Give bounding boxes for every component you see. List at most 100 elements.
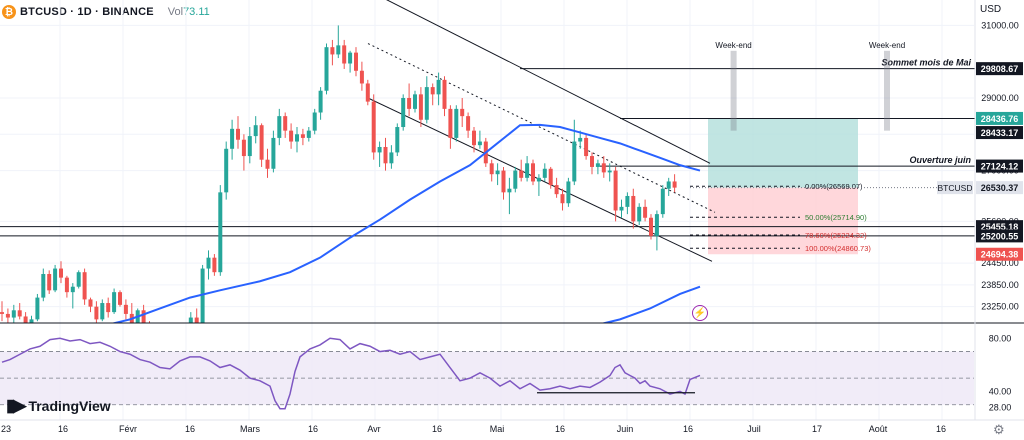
price-tag-june-open-bg — [976, 159, 1023, 173]
candle-body — [489, 163, 494, 175]
volume-indicator[interactable]: Vol73.11 — [168, 6, 210, 18]
candle-body — [64, 277, 69, 293]
candle-body — [153, 332, 157, 337]
candle-body — [188, 317, 193, 323]
candle-body — [306, 130, 311, 138]
candle-body — [472, 130, 476, 146]
candle-body — [430, 87, 435, 95]
candle-body — [660, 188, 665, 215]
candle-body — [123, 304, 128, 314]
price-tag-may-high: 29808.67 — [981, 64, 1019, 74]
rsi-tick-label: 40.00 — [989, 386, 1012, 396]
candle-body — [100, 303, 105, 320]
candle-body — [300, 134, 305, 138]
candle-body — [41, 274, 46, 298]
time-tick-label: Août — [869, 424, 888, 434]
candle-body — [53, 268, 58, 291]
rsi-line — [1, 337, 701, 410]
channel-mid-line — [367, 43, 716, 213]
price-tag-target: 28436.76 — [981, 114, 1019, 124]
price-tag-support-2: 25200.55 — [981, 231, 1019, 241]
price-tag-support-1: 25455.18 — [981, 222, 1019, 232]
candle-body — [318, 90, 323, 113]
channel-upper-line — [386, 0, 711, 164]
time-tick-label: 16 — [308, 424, 318, 434]
time-tick-label: Févr — [119, 424, 137, 434]
candle-body — [330, 47, 335, 55]
candle-body — [442, 79, 447, 109]
candle-body — [76, 272, 81, 287]
time-tick-label: 16 — [936, 424, 946, 434]
candle-body — [253, 125, 258, 137]
week-end-shade — [884, 50, 890, 131]
candle-body — [554, 185, 559, 195]
candle-body — [460, 108, 465, 117]
time-tick-label: 16 — [185, 424, 195, 434]
candle-body — [247, 136, 252, 157]
price-tag-june-open: 27124.12 — [981, 162, 1019, 172]
price-tick-label: 31000.00 — [981, 20, 1019, 30]
candle-body — [94, 306, 99, 320]
candle-body — [454, 108, 459, 138]
lightning-icon[interactable]: ⚡ — [692, 305, 708, 321]
candle-body — [536, 177, 541, 182]
candle-body — [365, 83, 370, 102]
candle-body — [212, 257, 217, 273]
time-tick-label: Juil — [747, 424, 761, 434]
candle-body — [625, 195, 630, 207]
candle-body — [218, 192, 223, 273]
candle-body — [377, 146, 382, 153]
currency-label[interactable]: USD — [980, 4, 1002, 15]
fib-level-label: 100.00%(24860.73) — [805, 244, 871, 253]
symbol-badge: BTCUSD — [938, 183, 973, 193]
candle-body — [548, 168, 553, 186]
settings-gear-icon[interactable]: ⚙ — [993, 422, 1005, 437]
time-tick-label: Avr — [367, 424, 380, 434]
candle-body — [654, 214, 659, 236]
symbol-badge-bg — [937, 181, 973, 195]
time-tick-label: 16 — [432, 424, 442, 434]
candle-body — [289, 130, 294, 142]
candle-body — [501, 170, 506, 193]
candle-body — [666, 181, 671, 189]
fib-level-label: 50.00%(25714.90) — [805, 213, 867, 222]
candle-body — [560, 194, 565, 204]
candle-body — [466, 116, 471, 131]
candle-body — [230, 128, 235, 149]
stop-loss-zone — [708, 187, 858, 255]
time-tick-label: Mai — [490, 424, 505, 434]
candle-body — [265, 159, 270, 169]
candle-body — [407, 97, 412, 109]
candle-body — [17, 310, 22, 317]
candle-body — [542, 168, 547, 178]
volume-label: Vol — [167, 6, 184, 18]
candle-body — [513, 170, 518, 189]
candle-body — [277, 116, 282, 138]
candle-body — [5, 313, 10, 318]
candle-body — [70, 286, 75, 293]
candle-body — [295, 134, 299, 142]
rsi-tick-label: 80.00 — [989, 333, 1012, 343]
candle-body — [584, 137, 589, 157]
candle-body — [11, 310, 16, 318]
candle-body — [206, 257, 211, 269]
price-tag-week-end: 28433.17 — [981, 128, 1019, 138]
candle-body — [395, 127, 400, 153]
candle-body — [531, 163, 535, 182]
tradingview-mark-icon: ▮▶ — [6, 396, 26, 415]
candle-body — [82, 272, 87, 300]
candle-body — [649, 217, 653, 236]
time-tick-label: Juin — [617, 424, 634, 434]
price-tag-last-bg — [976, 181, 1023, 195]
candle-body — [572, 141, 577, 182]
price-tag-week-end-bg — [976, 126, 1023, 140]
candle-body — [324, 47, 329, 91]
candle-body — [495, 170, 500, 175]
price-tick-label: 23250.00 — [981, 302, 1019, 312]
symbol-title[interactable]: BTCUSD · 1D · BINANCE — [20, 6, 154, 18]
candle-body — [631, 195, 636, 222]
candle-body — [601, 163, 606, 173]
time-tick-label: 16 — [58, 424, 68, 434]
time-tick-label: 16 — [683, 424, 693, 434]
